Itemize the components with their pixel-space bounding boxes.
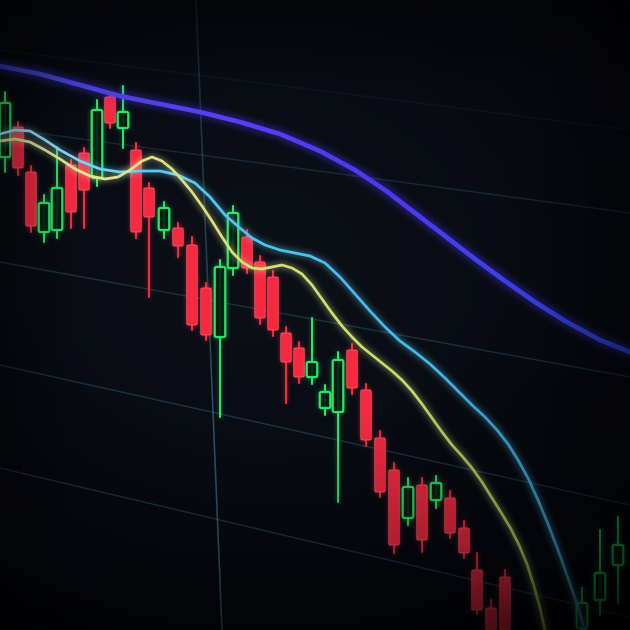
candle-down [267, 270, 279, 337]
candle-down [130, 142, 142, 239]
candle-up [401, 477, 415, 526]
grid-diagonal-line [0, 364, 630, 506]
candle-up [305, 317, 319, 385]
candle-up [429, 475, 443, 509]
candle-down [458, 520, 470, 559]
candle-up [331, 351, 345, 503]
candle-down [444, 490, 456, 539]
candle-up [213, 259, 227, 418]
candle-down [25, 165, 37, 233]
candle-down [416, 477, 428, 553]
candle-down [499, 569, 511, 630]
candle-down [388, 462, 400, 554]
candle-up [37, 194, 51, 243]
candle-down [280, 326, 292, 404]
candle-down [293, 341, 305, 384]
candle-down [186, 236, 198, 331]
ma-mid-line [0, 126, 589, 630]
candle-down [485, 599, 497, 630]
candle-down [374, 430, 386, 498]
candle-down [143, 182, 155, 298]
grid-diagonal-line [0, 261, 630, 378]
candle-down [172, 222, 184, 258]
candle-up [318, 384, 332, 416]
candle-down [346, 343, 358, 395]
candle-up [157, 201, 171, 239]
candle-up [611, 516, 625, 604]
candle-down [200, 282, 212, 341]
candle-down [471, 552, 483, 615]
candle-up [593, 529, 607, 616]
candle-down [360, 383, 372, 447]
